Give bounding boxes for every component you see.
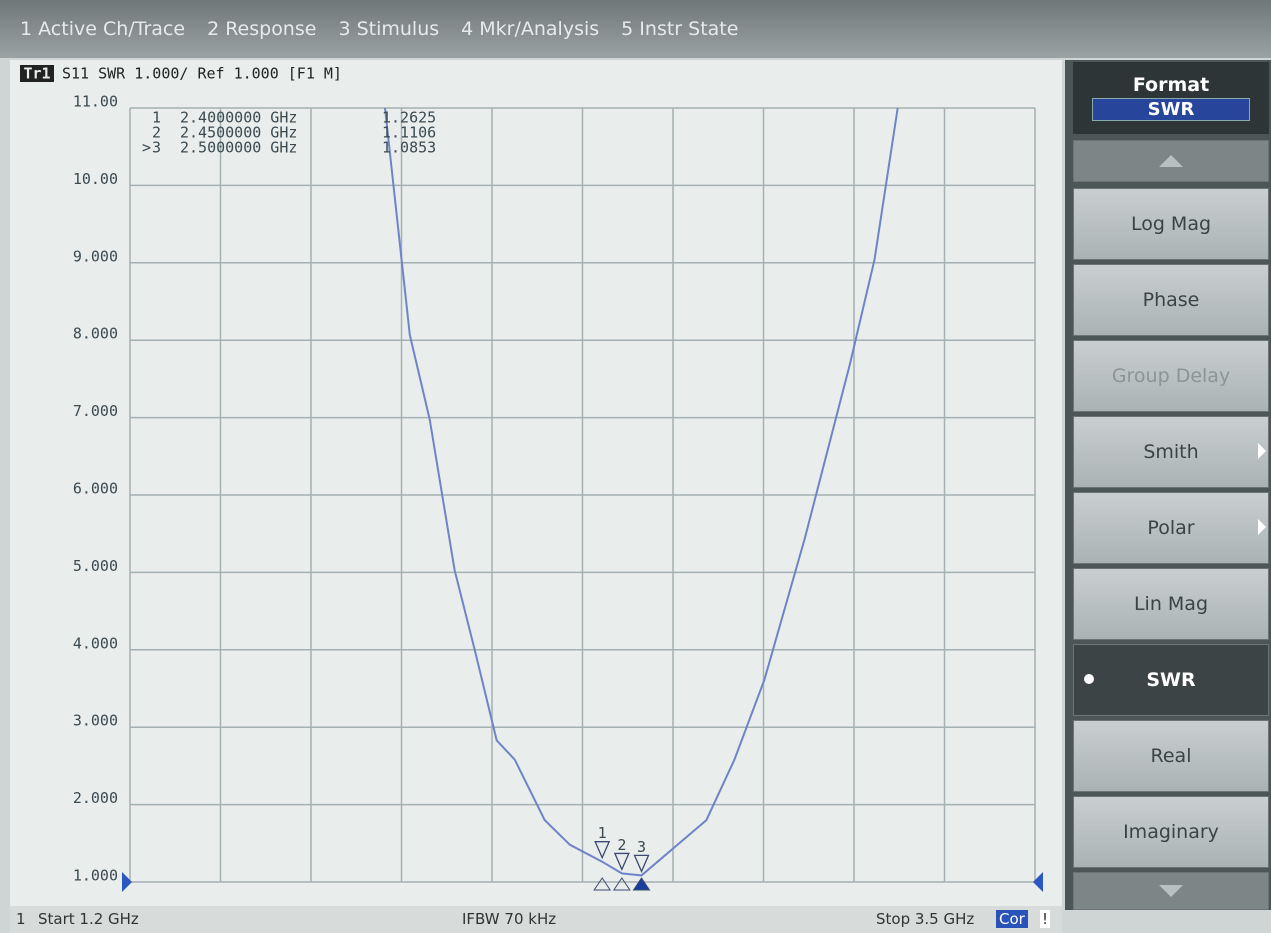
menu-tab[interactable]: 1 Active Ch/Trace — [20, 18, 186, 40]
softkey-label: Polar — [1147, 517, 1195, 539]
submenu-arrow — [1258, 519, 1266, 535]
marker — [633, 854, 650, 874]
softkey[interactable]: Lin Mag — [1073, 568, 1269, 640]
trace — [384, 107, 899, 877]
marker-id: 1 — [152, 109, 161, 127]
status-bar: 1 Start 1.2 GHz IFBW 70 kHz Stop 3.5 GHz… — [10, 906, 1062, 933]
marker-id: 2 — [152, 124, 161, 142]
softkey-label: Real — [1150, 745, 1192, 767]
y-tick-label: 3.000 — [73, 712, 118, 730]
softkey[interactable]: SWR — [1073, 644, 1269, 716]
y-tick-label: 9.000 — [73, 247, 118, 265]
y-tick-label: 7.000 — [73, 402, 118, 420]
marker-label: 1 — [598, 824, 607, 842]
softkey-label: Log Mag — [1130, 213, 1212, 235]
status-channel: 1 — [16, 910, 26, 928]
softkey-label: Group Delay — [1111, 365, 1231, 387]
softkey[interactable]: Log Mag — [1073, 188, 1269, 260]
y-tick-label: 10.00 — [73, 170, 118, 188]
scroll-up[interactable] — [1073, 140, 1269, 182]
format-current: SWR — [1092, 98, 1250, 121]
y-tick-label: 2.000 — [73, 789, 118, 807]
marker-label: 3 — [637, 838, 646, 856]
softkey-label: Phase — [1142, 289, 1200, 311]
trace-badge-bg — [20, 65, 54, 82]
y-tick-label: 6.000 — [73, 480, 118, 498]
y-tick-label: 1.000 — [73, 867, 118, 885]
chart: Tr1 S11 SWR 1.000/ Ref 1.000 [F1 M] 1.00… — [20, 65, 1043, 892]
marker-foot — [632, 877, 651, 891]
marker-response: 1.1106 — [382, 124, 436, 142]
menu-bar: 1 Active Ch/Trace 2 Response 3 Stimulus 4 M… — [0, 0, 1271, 58]
marker-stimulus: 2.5000000 GHz — [180, 139, 297, 157]
marker-stimulus: 2.4500000 GHz — [180, 124, 297, 142]
status-ifbw: IFBW 70 kHz — [462, 910, 557, 928]
menu-tab[interactable]: 4 Mkr/Analysis — [461, 18, 600, 40]
marker-foot — [612, 877, 631, 891]
menu-tab[interactable]: 5 Instr State — [621, 18, 739, 40]
marker-response: 1.0853 — [382, 139, 436, 157]
menu-tab[interactable]: 3 Stimulus — [338, 18, 440, 40]
menu-tab[interactable]: 2 Response — [207, 18, 317, 40]
marker — [594, 841, 611, 860]
softkey[interactable]: Real — [1073, 720, 1269, 792]
marker-label: 2 — [617, 836, 626, 854]
marker-id: 3 — [152, 139, 161, 157]
softkey-label: Imaginary — [1123, 821, 1219, 843]
softkey-panel: Format SWR Log Mag Phase Group Delay Smith P… — [1065, 60, 1271, 910]
softkey[interactable]: Phase — [1073, 264, 1269, 336]
marker-stimulus: 2.4000000 GHz — [180, 109, 297, 127]
softkey-label: SWR — [1146, 669, 1196, 691]
y-tick-label: 5.000 — [73, 557, 118, 575]
marker — [613, 852, 630, 872]
y-tick-label: 8.000 — [73, 325, 118, 343]
ref-marker-left — [122, 872, 132, 892]
submenu-arrow — [1258, 443, 1266, 459]
softkey[interactable]: Imaginary — [1073, 796, 1269, 868]
format-title: Format — [1132, 74, 1210, 96]
scroll-down[interactable] — [1073, 872, 1269, 910]
ref-marker-right — [1033, 872, 1043, 892]
softkey[interactable]: Smith — [1073, 416, 1269, 488]
marker-foot — [593, 877, 612, 891]
trace-badge: Tr1 — [23, 65, 50, 83]
status-warn: ! — [1040, 910, 1051, 928]
selected-dot — [1084, 674, 1094, 684]
chart-panel: Tr1 S11 SWR 1.000/ Ref 1.000 [F1 M] 1.00… — [10, 60, 1062, 906]
format-header: Format SWR — [1073, 62, 1269, 134]
active-indicator: > — [142, 139, 151, 157]
y-tick-label: 4.000 — [73, 634, 118, 652]
y-tick-label: 11.00 — [73, 93, 118, 111]
softkey-label: Smith — [1143, 441, 1199, 463]
status-cor: Cor — [996, 910, 1028, 928]
softkey-label: Lin Mag — [1133, 593, 1209, 615]
softkey[interactable]: Polar — [1073, 492, 1269, 564]
status-start: Start 1.2 GHz — [38, 910, 139, 928]
softkey[interactable]: Group Delay — [1073, 340, 1269, 412]
status-stop: Stop 3.5 GHz — [876, 910, 975, 928]
trace-header: S11 SWR 1.000/ Ref 1.000 [F1 M] — [62, 65, 342, 83]
marker-response: 1.2625 — [382, 109, 436, 127]
